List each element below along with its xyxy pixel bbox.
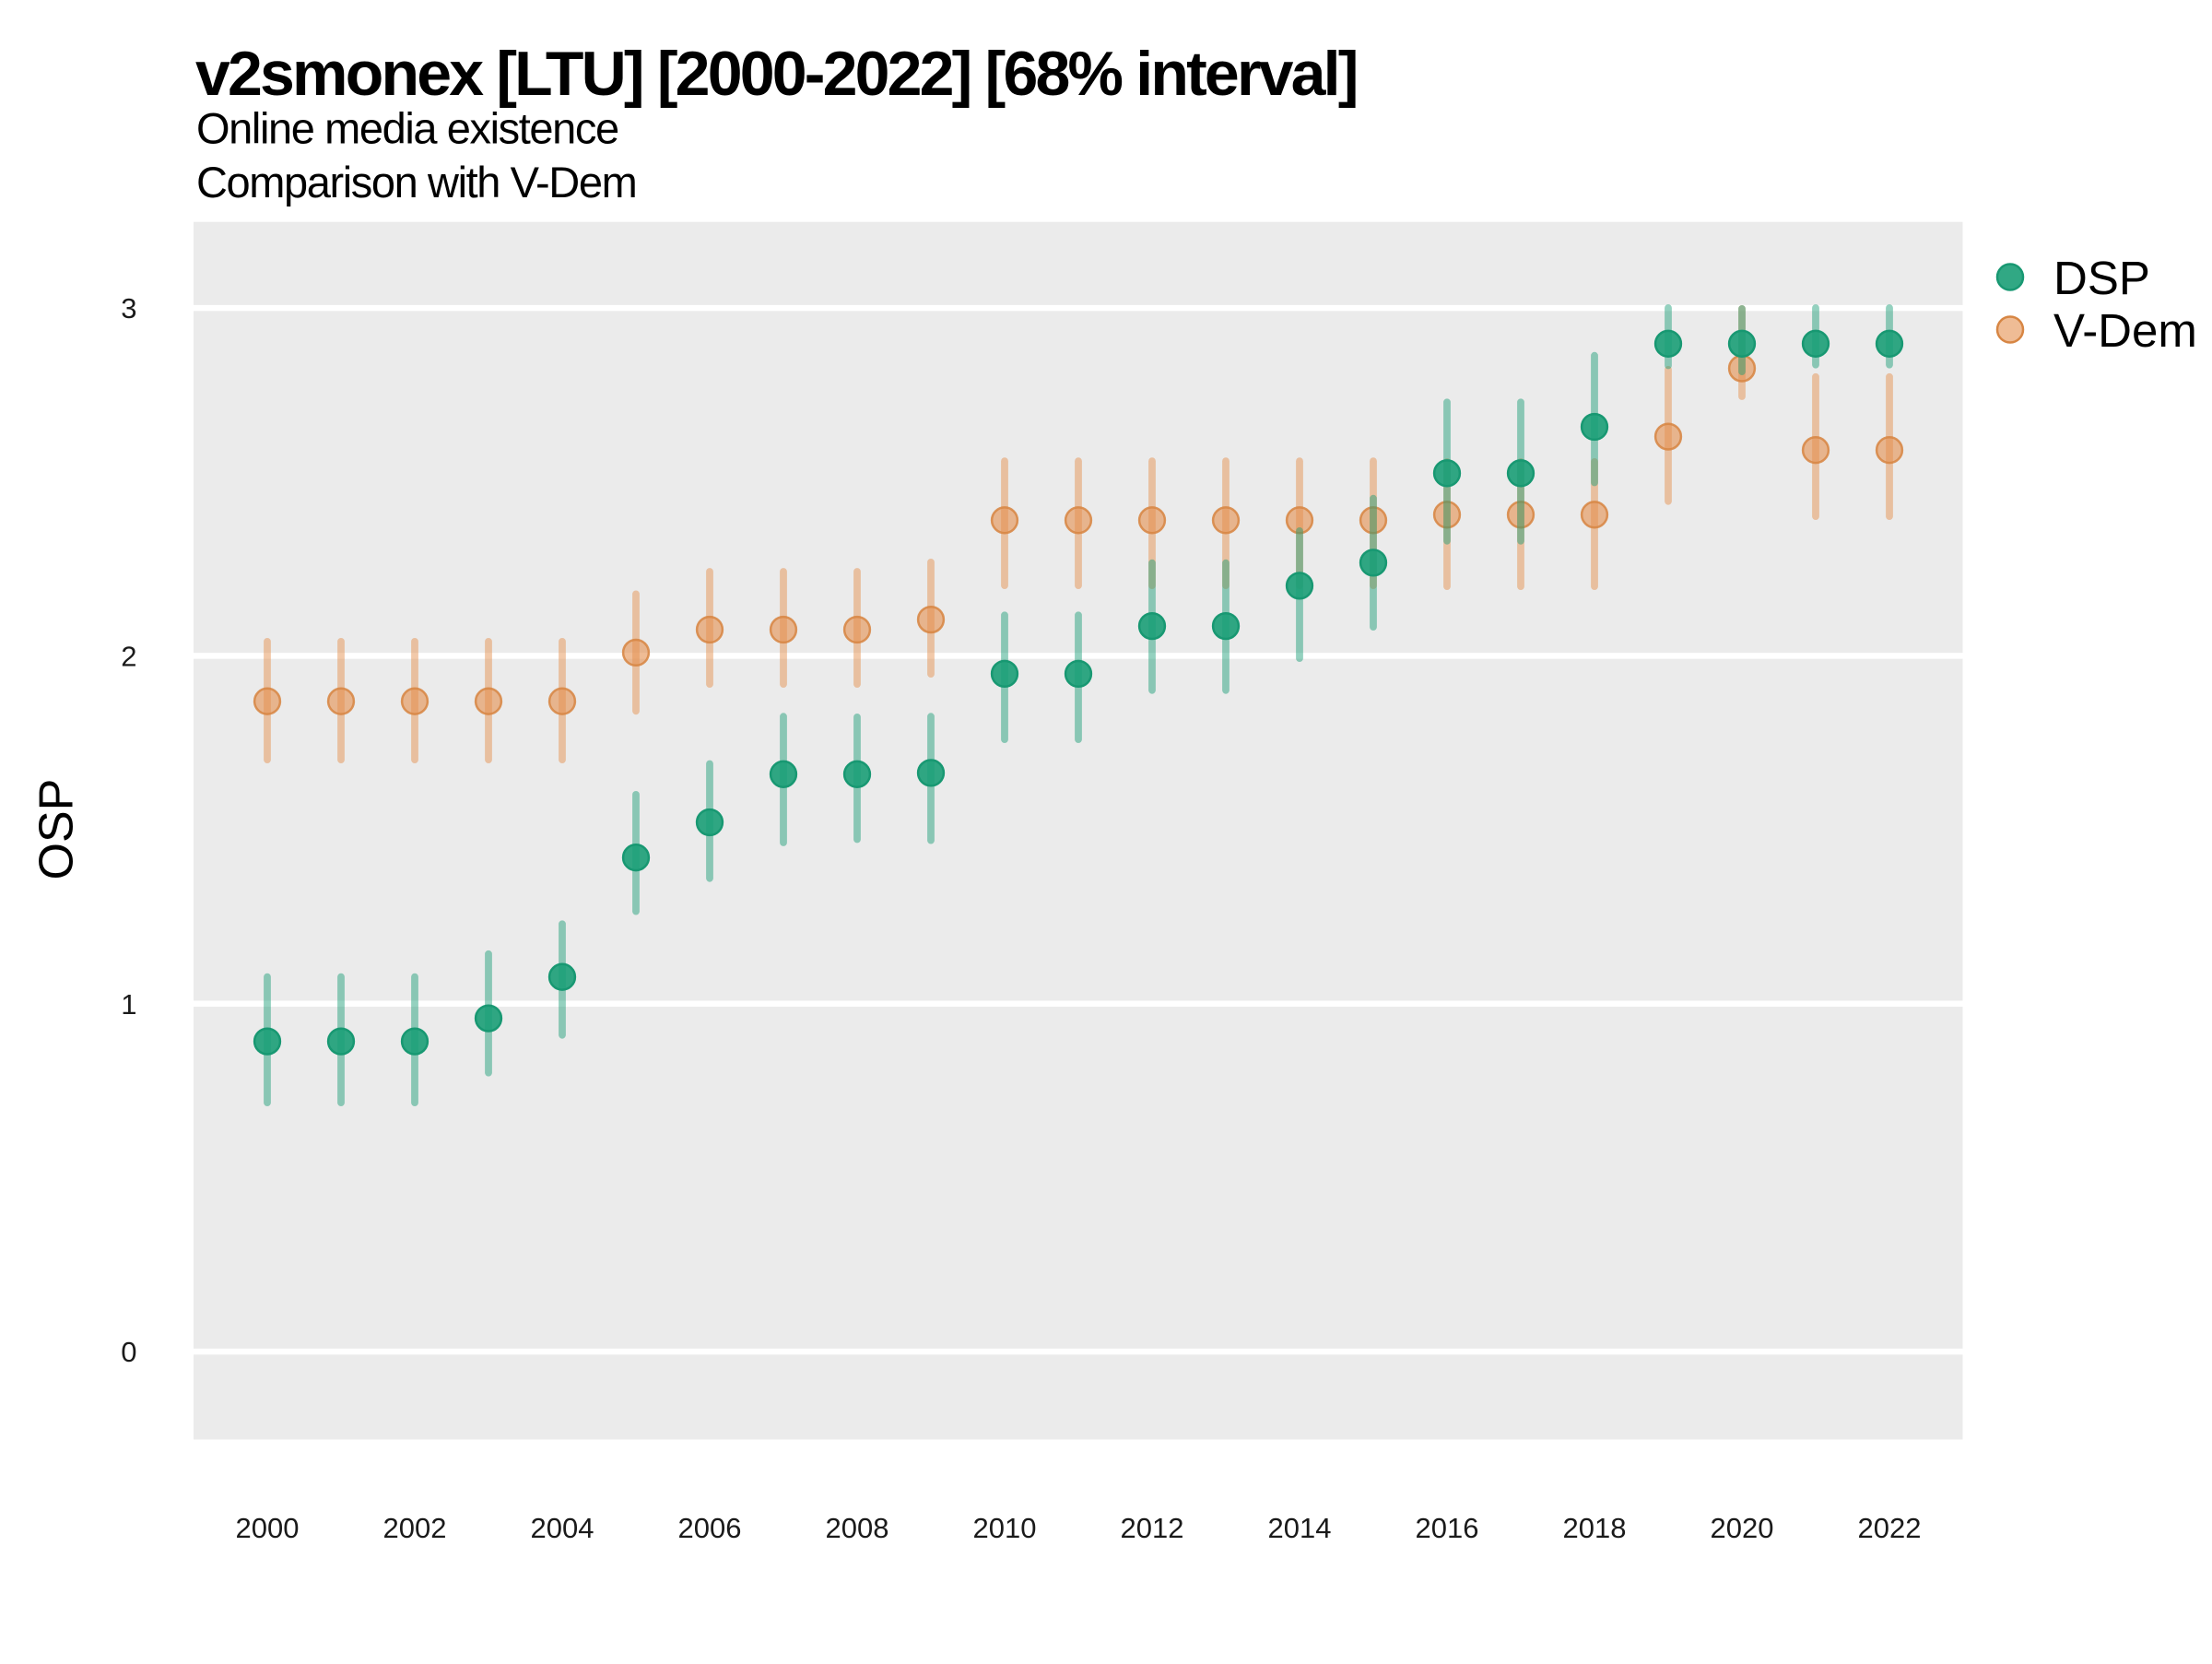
- svg-text:Comparison with V-Dem: Comparison with V-Dem: [196, 158, 636, 207]
- svg-text:2014: 2014: [1268, 1512, 1332, 1544]
- svg-text:2004: 2004: [531, 1512, 594, 1544]
- svg-text:2022: 2022: [1858, 1512, 1922, 1544]
- svg-text:Online media existence: Online media existence: [196, 104, 618, 153]
- svg-text:DSP: DSP: [2053, 252, 2150, 304]
- svg-text:2000: 2000: [236, 1512, 300, 1544]
- svg-text:3: 3: [121, 292, 136, 325]
- svg-text:OSP: OSP: [29, 779, 83, 880]
- svg-text:0: 0: [121, 1336, 136, 1368]
- svg-text:V-Dem: V-Dem: [2053, 304, 2197, 357]
- svg-text:2010: 2010: [973, 1512, 1037, 1544]
- svg-text:2020: 2020: [1711, 1512, 1774, 1544]
- svg-text:2002: 2002: [383, 1512, 447, 1544]
- svg-text:v2smonex [LTU] [2000-2022] [68: v2smonex [LTU] [2000-2022] [68% interval…: [195, 39, 1357, 109]
- svg-text:2006: 2006: [678, 1512, 742, 1544]
- svg-text:2018: 2018: [1563, 1512, 1627, 1544]
- svg-text:1: 1: [121, 988, 136, 1021]
- svg-text:2: 2: [121, 640, 136, 672]
- svg-text:2012: 2012: [1121, 1512, 1184, 1544]
- svg-text:2008: 2008: [826, 1512, 889, 1544]
- svg-text:2016: 2016: [1416, 1512, 1479, 1544]
